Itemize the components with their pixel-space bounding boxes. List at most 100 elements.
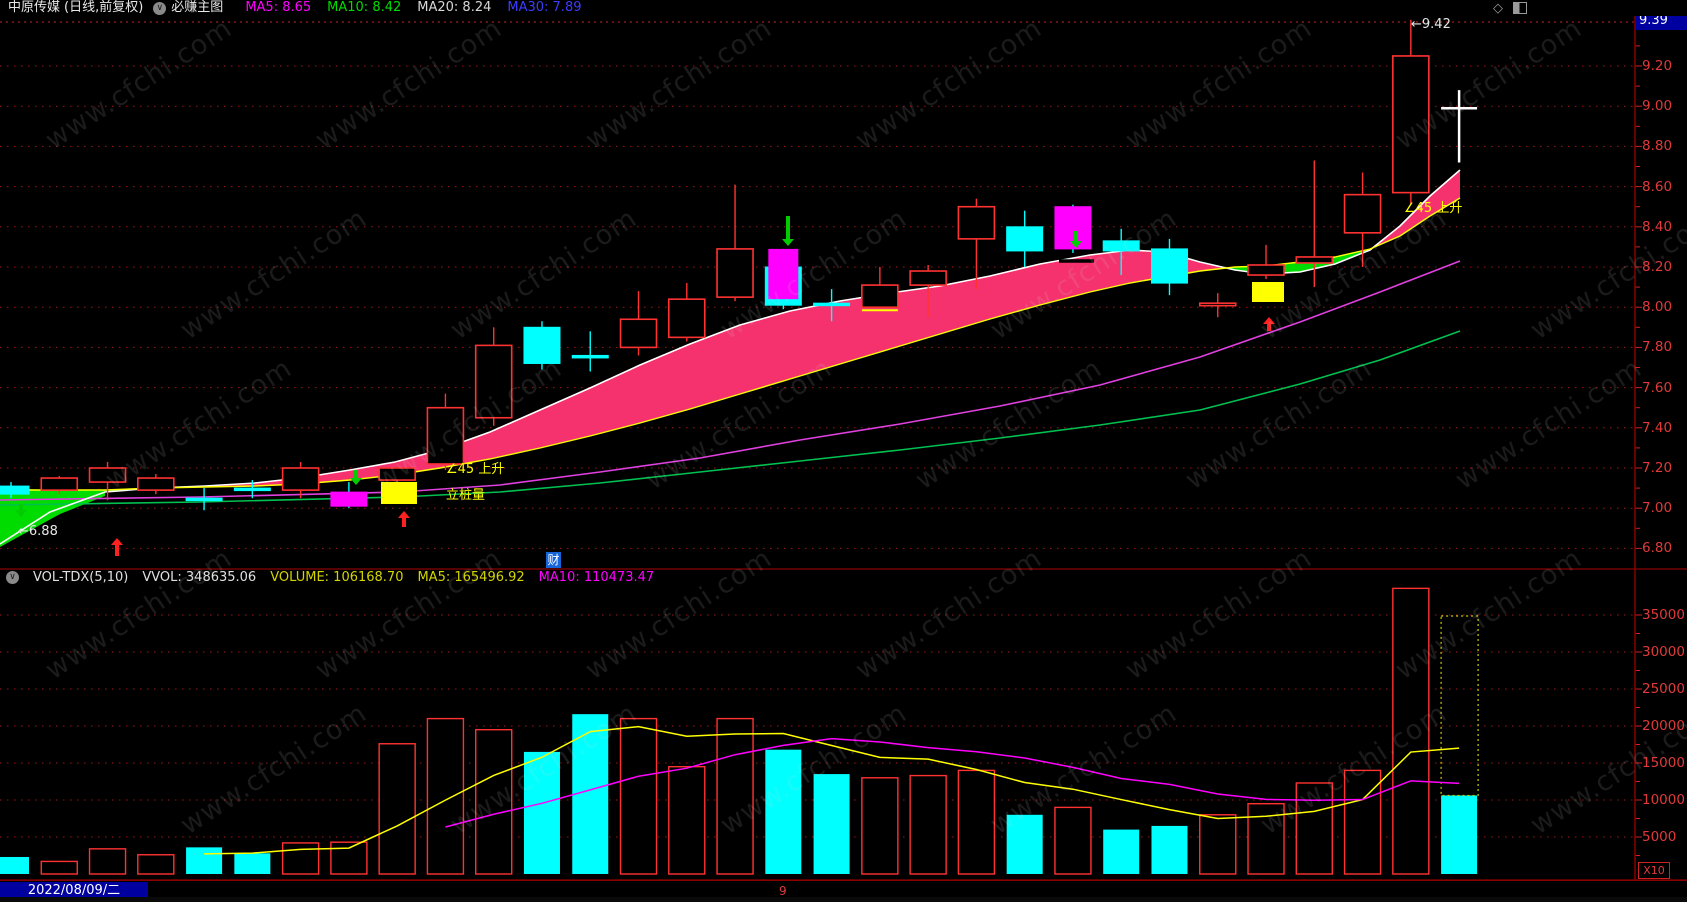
volume-legend-item: VOL-TDX(5,10) xyxy=(33,570,129,585)
ma10-line xyxy=(0,197,1461,491)
volume-bar-up xyxy=(1054,806,1092,875)
price-tick-label: 9.00 xyxy=(1642,98,1673,115)
yellow-signal-box xyxy=(1252,282,1284,302)
candle-up xyxy=(378,467,416,481)
volume-bar-up xyxy=(909,774,947,875)
volume-bar-down xyxy=(1103,829,1140,874)
volume-bar-down xyxy=(1151,825,1188,874)
price-tick-label: 8.20 xyxy=(1642,259,1673,275)
ma-legend: MA5: 8.65 MA10: 8.42 MA20: 8.24 MA30: 7.89 xyxy=(245,0,581,16)
status-bar: 2022/08/09/二 9 xyxy=(0,880,1687,902)
diamond-icon[interactable]: ◇ xyxy=(1493,0,1503,16)
sell-arrow-icon xyxy=(1070,231,1082,248)
bull-band xyxy=(155,250,1227,488)
volume-legend-item: VOLUME: 106168.70 xyxy=(270,570,404,585)
candle-signal xyxy=(330,491,368,507)
volume-bar-down xyxy=(813,774,850,874)
price-tick-label: 7.60 xyxy=(1642,379,1673,396)
volume-tick-label: 35000 xyxy=(1642,607,1685,623)
candle-up xyxy=(1198,302,1237,307)
candle-up xyxy=(474,344,513,419)
volume-bar-down xyxy=(186,847,223,874)
volume-bar-up xyxy=(957,769,996,875)
ma-legend-item: MA20: 8.24 xyxy=(417,0,492,15)
chevron-down-icon[interactable]: ∨ xyxy=(153,1,167,15)
candle-up xyxy=(137,477,175,491)
candle-down xyxy=(233,487,271,492)
volume-bar-down xyxy=(0,856,29,874)
volume-bar-up xyxy=(426,717,465,875)
price-tick-label: 7.40 xyxy=(1642,419,1673,436)
price-tick-label: 8.80 xyxy=(1642,138,1673,155)
clipped-toolbar-row xyxy=(0,897,1687,902)
price-tick-label: 8.60 xyxy=(1642,178,1673,195)
volume-legend: VOL-TDX(5,10) VVOL: 348635.06 VOLUME: 1061… xyxy=(19,570,654,585)
page-digit: 9 xyxy=(779,884,787,898)
volume-bar-up xyxy=(137,854,175,875)
ma-legend-item: MA5: 8.65 xyxy=(245,0,312,15)
split-window-icon[interactable] xyxy=(1513,2,1527,14)
volume-bar-up xyxy=(1295,782,1333,875)
volume-bar-down xyxy=(1006,814,1043,874)
candle-down xyxy=(185,497,223,502)
event-badge[interactable]: 财 xyxy=(546,552,561,568)
chart-annotation: ∠45 上升 xyxy=(1404,201,1463,216)
price-tick-label: 6.80 xyxy=(1642,540,1673,557)
sell-arrow-icon xyxy=(15,504,27,517)
price-tick-label: 9.20 xyxy=(1642,58,1673,74)
ma-legend-item: MA10: 8.42 xyxy=(327,0,402,15)
buy-arrow-icon xyxy=(398,511,410,527)
candle-down xyxy=(1102,240,1140,252)
volume-bar-up xyxy=(1392,587,1430,875)
candle-up xyxy=(619,318,658,349)
symbol-name: 中原传媒 xyxy=(8,0,61,15)
volume-bar-up xyxy=(861,777,899,875)
chart-annotation: ∠45 上升 xyxy=(446,462,505,477)
candle-up xyxy=(281,467,320,491)
candle-up xyxy=(1392,55,1430,194)
volume-tick-label: 15000 xyxy=(1642,755,1685,771)
volume-tick-label: 20000 xyxy=(1642,718,1685,734)
volume-bar-down xyxy=(765,749,802,874)
candle-up xyxy=(909,270,947,286)
volume-bar-up xyxy=(619,717,658,875)
candle-down xyxy=(1150,248,1188,284)
buy-arrow-icon xyxy=(1263,317,1275,331)
volume-bar-up xyxy=(668,766,706,875)
window-controls: ◇ xyxy=(1493,0,1527,16)
sell-arrow-icon xyxy=(782,216,794,246)
volume-bar-up xyxy=(716,717,754,875)
volume-tick-label: 25000 xyxy=(1642,681,1685,697)
ma-legend-item: MA30: 7.89 xyxy=(507,0,582,15)
volume-ma10-line xyxy=(445,737,1460,828)
chart-annotation: ←6.88 xyxy=(18,524,58,539)
chevron-down-icon[interactable]: ∨ xyxy=(6,571,19,584)
volume-tick-label: 10000 xyxy=(1642,792,1685,808)
volume-legend-item: MA5: 165496.92 xyxy=(417,570,525,585)
volume-bar-up xyxy=(1199,814,1237,875)
candle-up xyxy=(88,467,127,483)
title-bar: 中原传媒 (日线,前复权) ∨ 必赚主图 MA5: 8.65 MA10: 8.42… xyxy=(0,0,1687,16)
volume-bar-up xyxy=(1247,803,1285,875)
candle-down xyxy=(523,326,561,364)
price-tick-label: 7.80 xyxy=(1642,339,1673,356)
price-tick-label: 7.20 xyxy=(1642,460,1673,476)
date-box[interactable]: 2022/08/09/二 xyxy=(0,882,148,900)
volume-bar-down xyxy=(572,714,609,874)
volume-legend-item: MA10: 110473.47 xyxy=(538,570,655,585)
volume-bar-up xyxy=(281,842,320,875)
volume-bar-up xyxy=(378,743,416,875)
volume-bar-up xyxy=(1343,769,1382,875)
sell-arrow-icon xyxy=(350,470,362,485)
candle-dark xyxy=(861,284,899,308)
volume-unit-label: X10 xyxy=(1638,862,1670,879)
volume-bar-up xyxy=(475,729,513,875)
buy-arrow-icon xyxy=(111,538,123,556)
price-tick-label: 7.00 xyxy=(1642,500,1673,517)
candle-up xyxy=(957,205,996,240)
candle-down xyxy=(0,485,30,495)
vvol-estimate-box xyxy=(1440,615,1479,797)
volume-bar-down xyxy=(523,751,560,874)
